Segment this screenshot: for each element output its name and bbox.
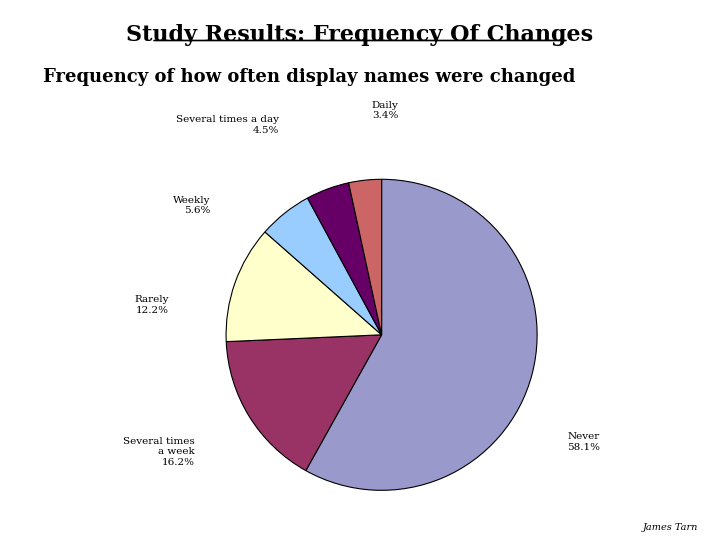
Wedge shape bbox=[307, 183, 382, 335]
Text: Weekly
5.6%: Weekly 5.6% bbox=[173, 196, 210, 215]
Wedge shape bbox=[306, 179, 537, 490]
Wedge shape bbox=[348, 179, 382, 335]
Text: Daily
3.4%: Daily 3.4% bbox=[372, 101, 399, 120]
Text: Never
58.1%: Never 58.1% bbox=[567, 433, 600, 452]
Wedge shape bbox=[226, 232, 382, 342]
Text: Frequency of how often display names were changed: Frequency of how often display names wer… bbox=[43, 68, 575, 85]
Wedge shape bbox=[265, 198, 382, 335]
Text: Rarely
12.2%: Rarely 12.2% bbox=[135, 295, 169, 315]
Text: Several times
a week
16.2%: Several times a week 16.2% bbox=[122, 437, 194, 467]
Text: Several times a day
4.5%: Several times a day 4.5% bbox=[176, 116, 279, 135]
Text: Study Results: Frequency Of Changes: Study Results: Frequency Of Changes bbox=[127, 24, 593, 46]
Text: James Tarn: James Tarn bbox=[643, 523, 698, 532]
Wedge shape bbox=[226, 335, 382, 470]
